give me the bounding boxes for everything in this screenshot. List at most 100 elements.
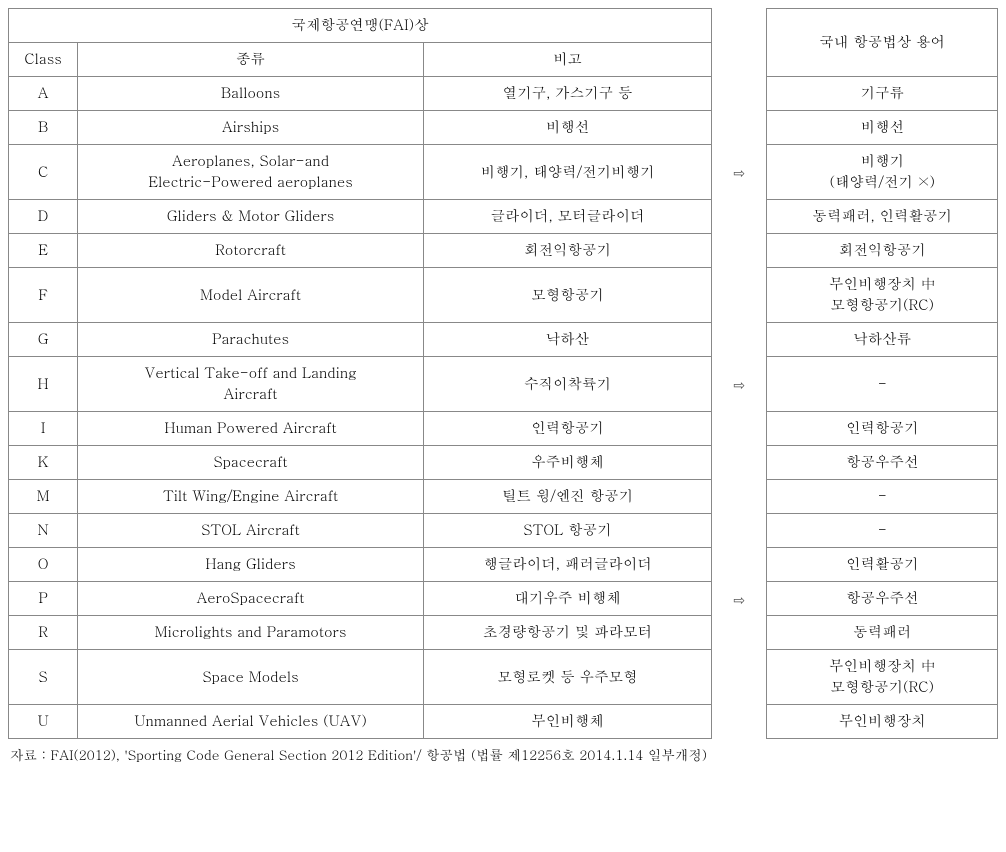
cell-class: K	[9, 446, 78, 480]
table-row: GParachutes낙하산 낙하산류	[9, 323, 998, 357]
cell-type: STOL Aircraft	[78, 514, 424, 548]
header-type: 종류	[78, 43, 424, 77]
cell-class: I	[9, 412, 78, 446]
cell-type: Microlights and Paramotors	[78, 616, 424, 650]
table-row: RMicrolights and Paramotors초경량항공기 및 파라모터…	[9, 616, 998, 650]
table-row: FModel Aircraft모형항공기 무인비행장치 中모형항공기(RC)	[9, 268, 998, 323]
cell-note: 열기구, 가스기구 등	[423, 77, 711, 111]
cell-class: O	[9, 548, 78, 582]
cell-note: 모형항공기	[423, 268, 711, 323]
table-row: HVertical Take-off and LandingAircraft수직…	[9, 357, 998, 412]
header-kr-title: 국내 항공법상 용어	[767, 9, 998, 77]
arrow-spacer	[712, 200, 767, 357]
cell-note: 모형로켓 등 우주모형	[423, 650, 711, 705]
cell-class: D	[9, 200, 78, 234]
cell-kr: 무인비행장치 中모형항공기(RC)	[767, 650, 998, 705]
cell-type: Gliders & Motor Gliders	[78, 200, 424, 234]
cell-note: 비행기, 태양력/전기비행기	[423, 145, 711, 200]
header-note: 비고	[423, 43, 711, 77]
cell-kr: 기구류	[767, 77, 998, 111]
cell-class: U	[9, 705, 78, 739]
cell-type: Rotorcraft	[78, 234, 424, 268]
arrow-icon: ⇨	[712, 145, 767, 200]
cell-kr: 비행기(태양력/전기 ×)	[767, 145, 998, 200]
cell-class: N	[9, 514, 78, 548]
cell-note: 무인비행체	[423, 705, 711, 739]
header-fai-title: 국제항공연맹(FAI)상	[9, 9, 712, 43]
cell-type: Airships	[78, 111, 424, 145]
table-row: KSpacecraft우주비행체 항공우주선	[9, 446, 998, 480]
cell-kr: 무인비행장치 中모형항공기(RC)	[767, 268, 998, 323]
cell-kr: 낙하산류	[767, 323, 998, 357]
cell-type: Human Powered Aircraft	[78, 412, 424, 446]
cell-note: 우주비행체	[423, 446, 711, 480]
table-row: ABalloons열기구, 가스기구 등 기구류	[9, 77, 998, 111]
cell-class: H	[9, 357, 78, 412]
cell-note: 비행선	[423, 111, 711, 145]
cell-class: E	[9, 234, 78, 268]
cell-class: P	[9, 582, 78, 616]
table-row: BAirships비행선비행선	[9, 111, 998, 145]
cell-class: R	[9, 616, 78, 650]
cell-note: 수직이착륙기	[423, 357, 711, 412]
cell-class: G	[9, 323, 78, 357]
arrow-spacer	[712, 77, 767, 145]
cell-kr: -	[767, 357, 998, 412]
cell-kr: -	[767, 514, 998, 548]
cell-class: C	[9, 145, 78, 200]
cell-kr: 동력패러	[767, 616, 998, 650]
cell-type: AeroSpacecraft	[78, 582, 424, 616]
cell-kr: 인력항공기	[767, 412, 998, 446]
cell-type: Tilt Wing/Engine Aircraft	[78, 480, 424, 514]
cell-kr: 회전익항공기	[767, 234, 998, 268]
cell-note: 낙하산	[423, 323, 711, 357]
cell-kr: 동력패러, 인력활공기	[767, 200, 998, 234]
cell-class: A	[9, 77, 78, 111]
cell-type: Vertical Take-off and LandingAircraft	[78, 357, 424, 412]
table-row: ERotorcraft회전익항공기회전익항공기	[9, 234, 998, 268]
cell-type: Balloons	[78, 77, 424, 111]
header-class: Class	[9, 43, 78, 77]
arrow-icon: ⇨	[712, 357, 767, 412]
source-note: 자료 : FAI(2012), 'Sporting Code General S…	[8, 745, 998, 764]
table-row: MTilt Wing/Engine Aircraft틸트 윙/엔진 항공기 -	[9, 480, 998, 514]
cell-class: M	[9, 480, 78, 514]
fai-classification-table: 국제항공연맹(FAI)상국내 항공법상 용어Class종류비고ABalloons…	[8, 8, 998, 739]
arrow-spacer	[712, 412, 767, 582]
cell-type: Space Models	[78, 650, 424, 705]
cell-kr: 인력활공기	[767, 548, 998, 582]
cell-class: B	[9, 111, 78, 145]
cell-type: Unmanned Aerial Vehicles (UAV)	[78, 705, 424, 739]
cell-kr: 항공우주선	[767, 582, 998, 616]
cell-note: STOL 항공기	[423, 514, 711, 548]
cell-type: Spacecraft	[78, 446, 424, 480]
cell-kr: 항공우주선	[767, 446, 998, 480]
cell-note: 행글라이더, 패러글라이더	[423, 548, 711, 582]
cell-note: 글라이더, 모터글라이더	[423, 200, 711, 234]
table-row: PAeroSpacecraft대기우주 비행체⇨항공우주선	[9, 582, 998, 616]
cell-note: 회전익항공기	[423, 234, 711, 268]
cell-type: Model Aircraft	[78, 268, 424, 323]
cell-note: 인력항공기	[423, 412, 711, 446]
arrow-spacer	[712, 616, 767, 739]
cell-class: F	[9, 268, 78, 323]
cell-note: 틸트 윙/엔진 항공기	[423, 480, 711, 514]
cell-kr: -	[767, 480, 998, 514]
table-row: OHang Gliders행글라이더, 패러글라이더 인력활공기	[9, 548, 998, 582]
cell-note: 초경량항공기 및 파라모터	[423, 616, 711, 650]
cell-type: Aeroplanes, Solar-andElectric-Powered ae…	[78, 145, 424, 200]
cell-type: Hang Gliders	[78, 548, 424, 582]
cell-class: S	[9, 650, 78, 705]
table-row: CAeroplanes, Solar-andElectric-Powered a…	[9, 145, 998, 200]
table-row: SSpace Models모형로켓 등 우주모형 무인비행장치 中모형항공기(RC…	[9, 650, 998, 705]
table-row: DGliders & Motor Gliders글라이더, 모터글라이더 동력패러…	[9, 200, 998, 234]
arrow-icon: ⇨	[712, 582, 767, 616]
table-row: UUnmanned Aerial Vehicles (UAV)무인비행체 무인비행…	[9, 705, 998, 739]
cell-kr: 무인비행장치	[767, 705, 998, 739]
arrow-spacer-header	[712, 9, 767, 77]
cell-type: Parachutes	[78, 323, 424, 357]
table-row: IHuman Powered Aircraft인력항공기인력항공기	[9, 412, 998, 446]
cell-kr: 비행선	[767, 111, 998, 145]
cell-note: 대기우주 비행체	[423, 582, 711, 616]
table-row: NSTOL AircraftSTOL 항공기 -	[9, 514, 998, 548]
